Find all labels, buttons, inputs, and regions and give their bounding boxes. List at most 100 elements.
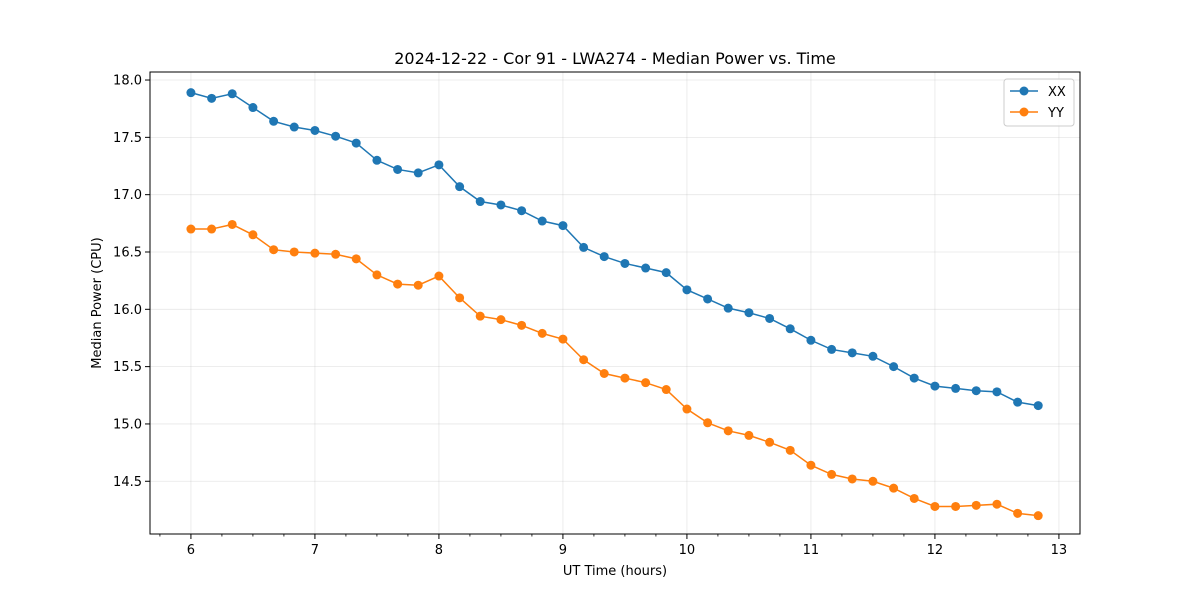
data-point-xx bbox=[806, 335, 816, 345]
data-point-yy bbox=[517, 320, 527, 330]
legend-label-xx: XX bbox=[1048, 85, 1066, 100]
data-point-yy bbox=[372, 270, 382, 280]
data-point-yy bbox=[847, 474, 857, 484]
data-point-xx bbox=[579, 242, 589, 252]
data-point-xx bbox=[434, 160, 444, 170]
data-point-xx bbox=[351, 138, 361, 148]
y-tick-label: 16.5 bbox=[113, 245, 142, 260]
data-point-yy bbox=[1013, 508, 1023, 518]
data-point-yy bbox=[434, 271, 444, 281]
data-point-yy bbox=[455, 293, 465, 303]
data-point-xx bbox=[1013, 397, 1023, 407]
data-point-yy bbox=[951, 501, 961, 511]
data-point-yy bbox=[393, 279, 403, 289]
data-point-yy bbox=[331, 249, 341, 259]
data-point-yy bbox=[744, 430, 754, 440]
data-point-xx bbox=[186, 88, 196, 98]
x-tick-label: 7 bbox=[311, 543, 319, 558]
data-point-xx bbox=[599, 252, 609, 262]
data-point-xx bbox=[909, 373, 919, 383]
data-point-xx bbox=[951, 383, 961, 393]
x-tick-label: 12 bbox=[927, 543, 944, 558]
data-point-yy bbox=[496, 315, 506, 325]
data-point-xx bbox=[971, 386, 981, 396]
data-point-yy bbox=[620, 373, 630, 383]
legend: XX YY bbox=[1003, 78, 1075, 127]
data-point-xx bbox=[744, 308, 754, 318]
data-point-yy bbox=[558, 334, 568, 344]
chart-title: 2024-12-22 - Cor 91 - LWA274 - Median Po… bbox=[394, 49, 836, 68]
data-point-xx bbox=[682, 285, 692, 295]
data-point-xx bbox=[517, 206, 527, 216]
legend-label-yy: YY bbox=[1047, 106, 1064, 121]
data-point-xx bbox=[537, 216, 547, 226]
data-point-xx bbox=[331, 131, 341, 141]
x-tick-label: 10 bbox=[679, 543, 696, 558]
y-tick-label: 18.0 bbox=[113, 74, 142, 89]
data-point-xx bbox=[992, 387, 1002, 397]
data-point-yy bbox=[1033, 511, 1043, 521]
y-tick-label: 15.5 bbox=[113, 360, 142, 375]
x-tick-label: 8 bbox=[435, 543, 443, 558]
data-point-xx bbox=[372, 155, 382, 165]
data-point-xx bbox=[889, 362, 899, 372]
data-point-xx bbox=[413, 168, 423, 178]
x-axis-label: UT Time (hours) bbox=[563, 564, 667, 579]
y-tick-label: 17.5 bbox=[113, 131, 142, 146]
x-tick-label: 6 bbox=[187, 543, 195, 558]
data-point-yy bbox=[207, 224, 217, 234]
data-point-xx bbox=[269, 116, 279, 126]
data-point-xx bbox=[785, 324, 795, 334]
data-point-xx bbox=[558, 221, 568, 231]
data-point-yy bbox=[806, 460, 816, 470]
data-point-xx bbox=[723, 303, 733, 313]
x-tick-label: 13 bbox=[1051, 543, 1068, 558]
data-point-yy bbox=[579, 355, 589, 365]
plot-frame bbox=[149, 71, 1081, 535]
tick-layer: 6 7 8 9 10 11 12 13 14.5 15.0 15.5 16.0 16.5 17.0 17.5… bbox=[113, 74, 1067, 558]
data-point-xx bbox=[847, 348, 857, 358]
data-point-yy bbox=[248, 230, 258, 240]
data-point-xx bbox=[248, 103, 258, 113]
legend-marker-xx bbox=[1019, 86, 1029, 96]
y-tick-label: 17.0 bbox=[113, 188, 142, 203]
y-tick-label: 15.0 bbox=[113, 417, 142, 432]
data-point-yy bbox=[827, 469, 837, 479]
legend-marker-yy bbox=[1019, 107, 1029, 117]
data-point-yy bbox=[682, 404, 692, 414]
data-point-yy bbox=[413, 280, 423, 290]
data-point-xx bbox=[868, 351, 878, 361]
data-point-yy bbox=[269, 245, 279, 255]
data-point-xx bbox=[641, 263, 651, 273]
data-point-xx bbox=[765, 313, 775, 323]
data-point-xx bbox=[475, 197, 485, 207]
data-point-xx bbox=[1033, 401, 1043, 411]
data-point-yy bbox=[868, 476, 878, 486]
data-point-yy bbox=[930, 501, 940, 511]
y-tick-label: 16.0 bbox=[113, 303, 142, 318]
data-point-xx bbox=[393, 164, 403, 174]
series-layer bbox=[186, 88, 1043, 521]
data-point-yy bbox=[992, 499, 1002, 509]
data-point-yy bbox=[475, 311, 485, 321]
data-point-yy bbox=[971, 500, 981, 510]
data-point-xx bbox=[207, 93, 217, 103]
data-point-yy bbox=[351, 254, 361, 264]
data-point-yy bbox=[909, 493, 919, 503]
data-point-xx bbox=[455, 182, 465, 192]
data-point-yy bbox=[186, 224, 196, 234]
data-point-xx bbox=[620, 258, 630, 268]
data-point-yy bbox=[537, 328, 547, 338]
data-point-yy bbox=[889, 483, 899, 493]
grid-layer bbox=[150, 72, 1080, 534]
data-point-yy bbox=[723, 426, 733, 436]
data-point-yy bbox=[310, 248, 320, 258]
data-point-xx bbox=[827, 344, 837, 354]
data-point-xx bbox=[227, 89, 237, 99]
data-point-xx bbox=[703, 294, 713, 304]
data-point-xx bbox=[496, 200, 506, 210]
data-point-xx bbox=[310, 125, 320, 135]
y-axis-label: Median Power (CPU) bbox=[90, 237, 105, 368]
